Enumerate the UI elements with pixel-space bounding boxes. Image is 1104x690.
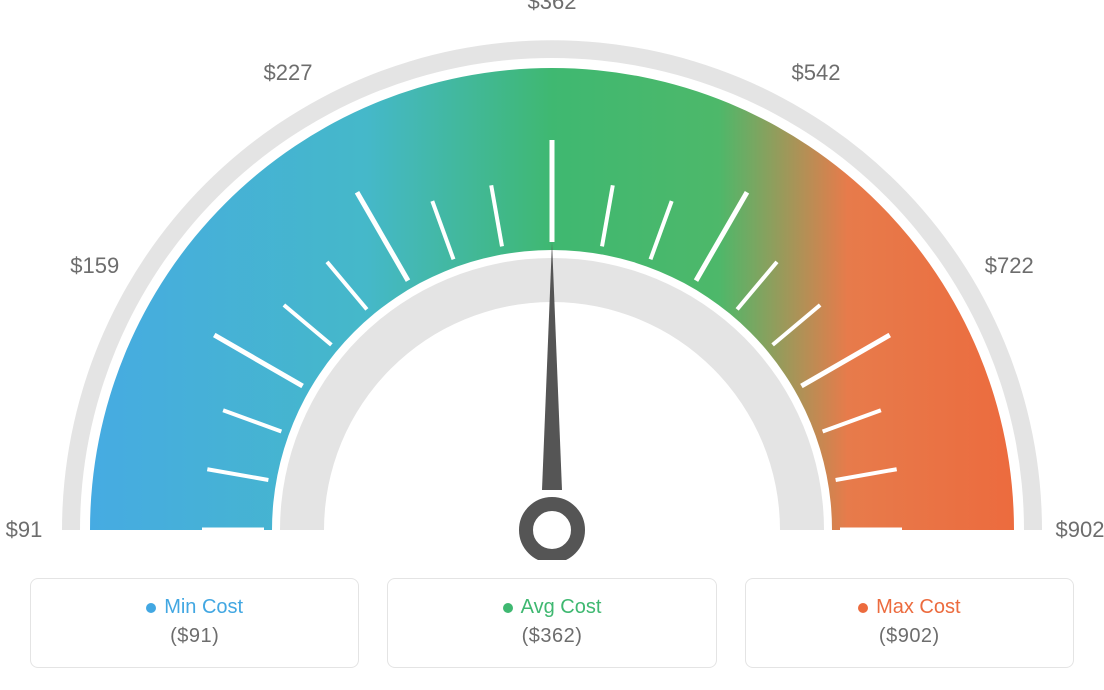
legend-card-avg: Avg Cost ($362): [387, 578, 716, 668]
legend-label-min: Min Cost: [164, 596, 243, 619]
cost-gauge-chart: $91 $159 $227 $362 $542 $722 $902 Min Cost ($9…: [0, 0, 1104, 690]
legend-title-avg: Avg Cost: [503, 596, 602, 619]
legend-title-min: Min Cost: [146, 596, 243, 619]
legend-value-max: ($902): [879, 625, 940, 648]
needle-hub: [526, 504, 578, 556]
legend-label-avg: Avg Cost: [521, 596, 602, 619]
legend-dot-max: [858, 603, 868, 613]
legend-value-avg: ($362): [522, 625, 583, 648]
gauge-area: $91 $159 $227 $362 $542 $722 $902: [0, 0, 1104, 560]
tick-label: $91: [6, 517, 43, 543]
tick-label: $902: [1056, 517, 1104, 543]
legend-title-max: Max Cost: [858, 596, 960, 619]
legend-row: Min Cost ($91) Avg Cost ($362) Max Cost …: [0, 578, 1104, 668]
tick-label: $362: [528, 0, 577, 15]
legend-label-max: Max Cost: [876, 596, 960, 619]
tick-label: $542: [792, 60, 841, 86]
tick-label: $227: [264, 60, 313, 86]
legend-card-min: Min Cost ($91): [30, 578, 359, 668]
gauge-svg: [0, 0, 1104, 560]
legend-card-max: Max Cost ($902): [745, 578, 1074, 668]
legend-dot-avg: [503, 603, 513, 613]
tick-label: $159: [70, 253, 119, 279]
legend-dot-min: [146, 603, 156, 613]
legend-value-min: ($91): [170, 625, 219, 648]
tick-label: $722: [985, 253, 1034, 279]
